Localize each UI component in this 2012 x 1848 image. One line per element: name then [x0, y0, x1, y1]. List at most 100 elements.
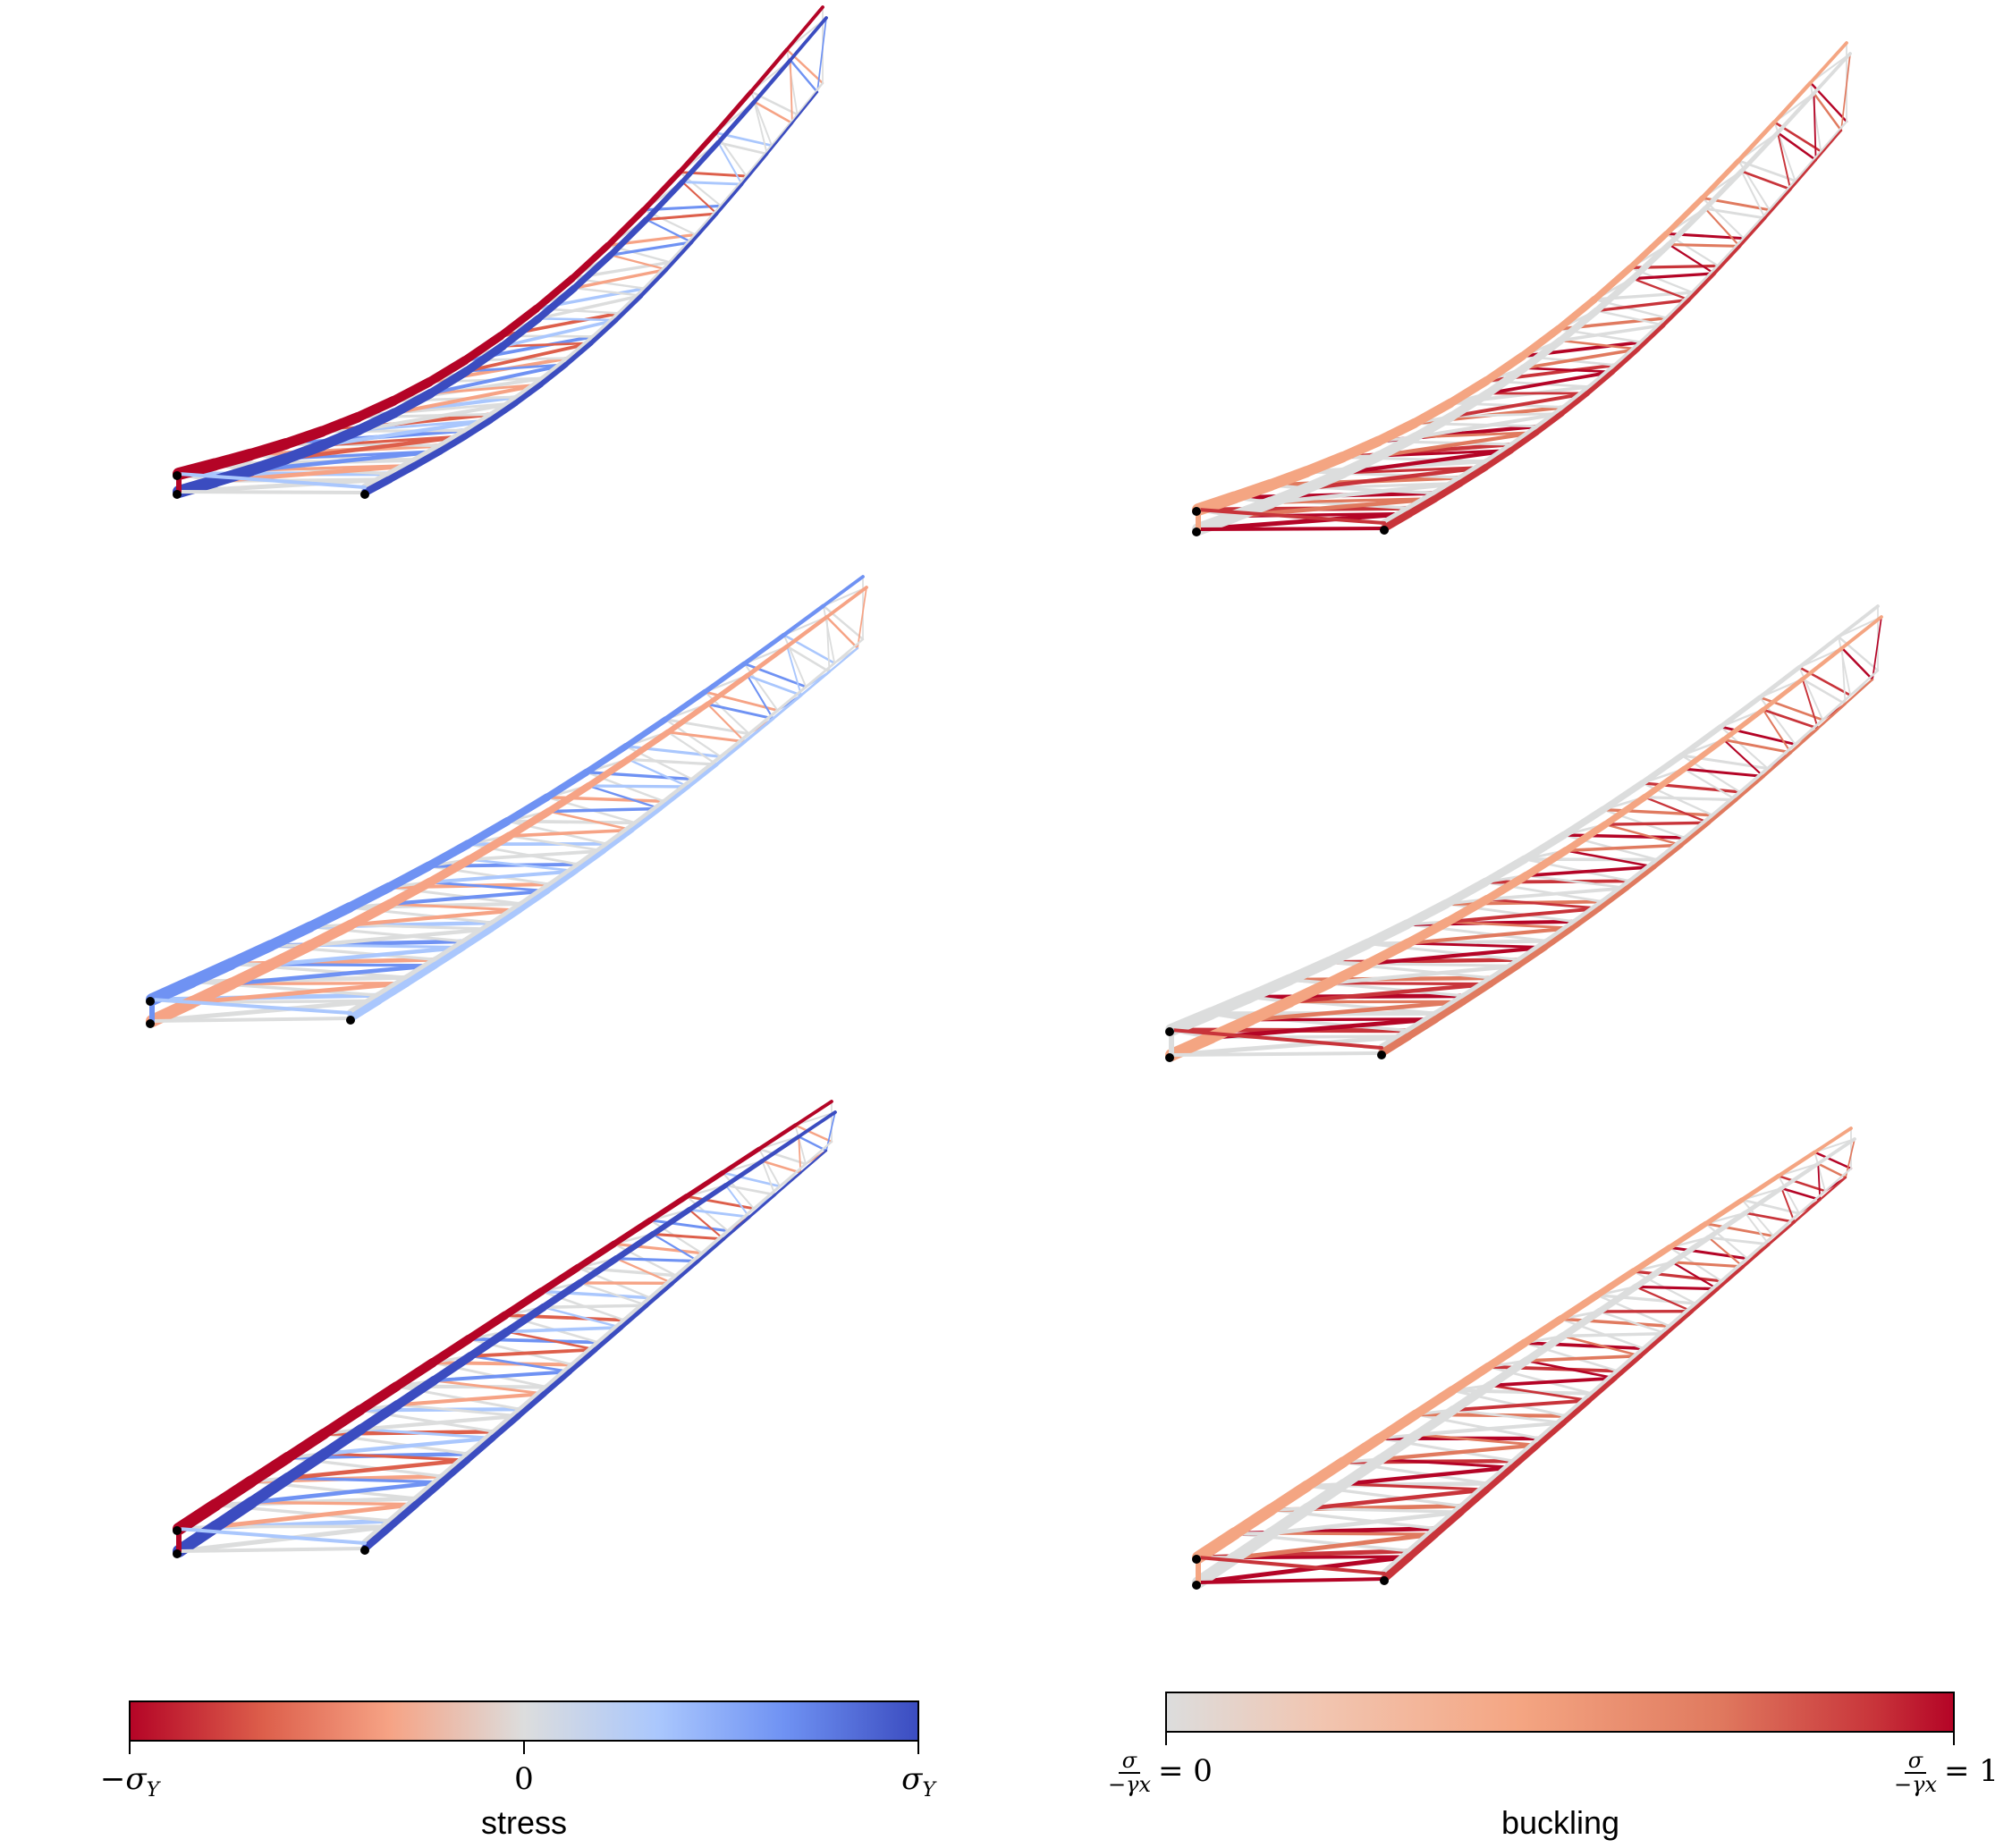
web-member	[825, 616, 831, 673]
back-chord	[1654, 835, 1687, 862]
web-member	[717, 141, 743, 186]
bottom-chord	[1229, 1527, 1278, 1565]
bottom-chord	[785, 614, 829, 649]
top-chord	[1301, 1456, 1349, 1492]
back-lower-chord	[714, 739, 747, 766]
back-chord	[403, 956, 440, 982]
top-chord	[1520, 831, 1568, 864]
top-chord	[464, 1311, 510, 1344]
top-chord	[208, 448, 257, 471]
back-lower-chord	[658, 784, 691, 811]
back-lower-chord	[765, 122, 794, 156]
back-lower-chord	[613, 293, 644, 323]
web-member	[1704, 1222, 1749, 1260]
bottom-chord	[385, 877, 435, 909]
top-chord	[501, 1287, 545, 1320]
bottom-chord	[356, 1399, 403, 1435]
back-chord	[1820, 120, 1848, 153]
back-chord	[1563, 1390, 1594, 1419]
web-member	[1341, 466, 1488, 475]
bottom-chord	[585, 755, 632, 789]
support-node	[1192, 507, 1201, 516]
back-lower-chord	[1597, 885, 1630, 911]
bottom-chord	[1632, 1259, 1676, 1290]
back-lower-chord	[1484, 1464, 1516, 1493]
bottom-chord	[613, 1231, 656, 1262]
web-member	[537, 293, 643, 321]
bottom-chord	[1374, 432, 1421, 461]
back-lower-chord	[799, 1149, 828, 1174]
back-lower-chord	[722, 1215, 751, 1241]
truss-buckling-1	[1192, 41, 1852, 536]
web-member	[1288, 982, 1493, 1004]
base-strut	[1170, 1028, 1383, 1050]
web-member	[359, 1413, 521, 1431]
support-node	[1380, 1576, 1389, 1585]
top-chord	[1594, 1268, 1637, 1299]
bottom-chord	[607, 216, 650, 258]
back-chord	[465, 1428, 498, 1457]
back-lower-chord	[386, 1500, 420, 1531]
web-member	[1559, 339, 1640, 350]
buckling-colorbar-title: buckling	[1501, 1804, 1620, 1841]
top-chord	[785, 5, 824, 52]
truss-buckling-3	[1192, 1127, 1856, 1590]
web-member	[1813, 92, 1817, 161]
top-chord	[720, 1146, 762, 1176]
top-chord	[344, 882, 394, 913]
top-chord	[702, 661, 748, 695]
web-member	[1594, 298, 1691, 313]
top-chord	[1411, 1386, 1458, 1420]
support-node	[360, 1546, 369, 1555]
web-member	[356, 401, 518, 433]
web-member	[1564, 849, 1656, 868]
top-chord	[1591, 264, 1635, 303]
web-member	[716, 141, 769, 156]
back-lower-chord	[1542, 924, 1576, 950]
web-member	[284, 434, 468, 461]
bottom-chord	[745, 644, 790, 679]
web-member	[349, 923, 494, 931]
web-member	[388, 889, 550, 907]
back-chord	[575, 841, 610, 867]
support-node	[346, 1016, 355, 1025]
back-chord	[1821, 694, 1852, 721]
bottom-chord	[1449, 1380, 1495, 1414]
back-chord	[1510, 1435, 1543, 1464]
back-lower-chord	[1844, 678, 1874, 705]
top-chord	[1205, 991, 1256, 1020]
bottom-chord	[1403, 916, 1453, 949]
web-member	[1837, 636, 1880, 672]
web-member	[1445, 907, 1602, 924]
web-member	[688, 1209, 725, 1240]
web-member	[1595, 1294, 1697, 1305]
web-member	[753, 100, 794, 124]
web-member	[1798, 666, 1824, 721]
web-member	[249, 1480, 444, 1505]
web-member	[724, 1184, 777, 1196]
web-member	[1525, 1359, 1617, 1380]
web-member	[645, 218, 693, 244]
bottom-chord	[1666, 206, 1709, 248]
back-chord	[1406, 489, 1440, 512]
back-chord	[1405, 1009, 1441, 1034]
back-lower-chord	[573, 848, 607, 874]
back-lower-chord	[412, 1478, 445, 1508]
web-member	[189, 981, 410, 1005]
back-chord	[668, 232, 697, 265]
back-chord	[1380, 1547, 1415, 1578]
top-chord	[1600, 780, 1646, 814]
web-member	[706, 703, 747, 743]
web-member	[1670, 1261, 1719, 1290]
web-member	[1523, 1341, 1645, 1351]
web-member	[1703, 207, 1741, 248]
bottom-chord	[1595, 1283, 1640, 1315]
top-chord	[318, 1405, 366, 1439]
top-chord	[424, 840, 473, 871]
web-member	[1777, 1175, 1800, 1215]
bottom-chord	[687, 1183, 729, 1212]
top-chord	[208, 1475, 258, 1512]
bottom-chord	[1641, 765, 1687, 801]
web-member	[1416, 1433, 1540, 1447]
back-lower-chord	[1664, 1309, 1695, 1336]
